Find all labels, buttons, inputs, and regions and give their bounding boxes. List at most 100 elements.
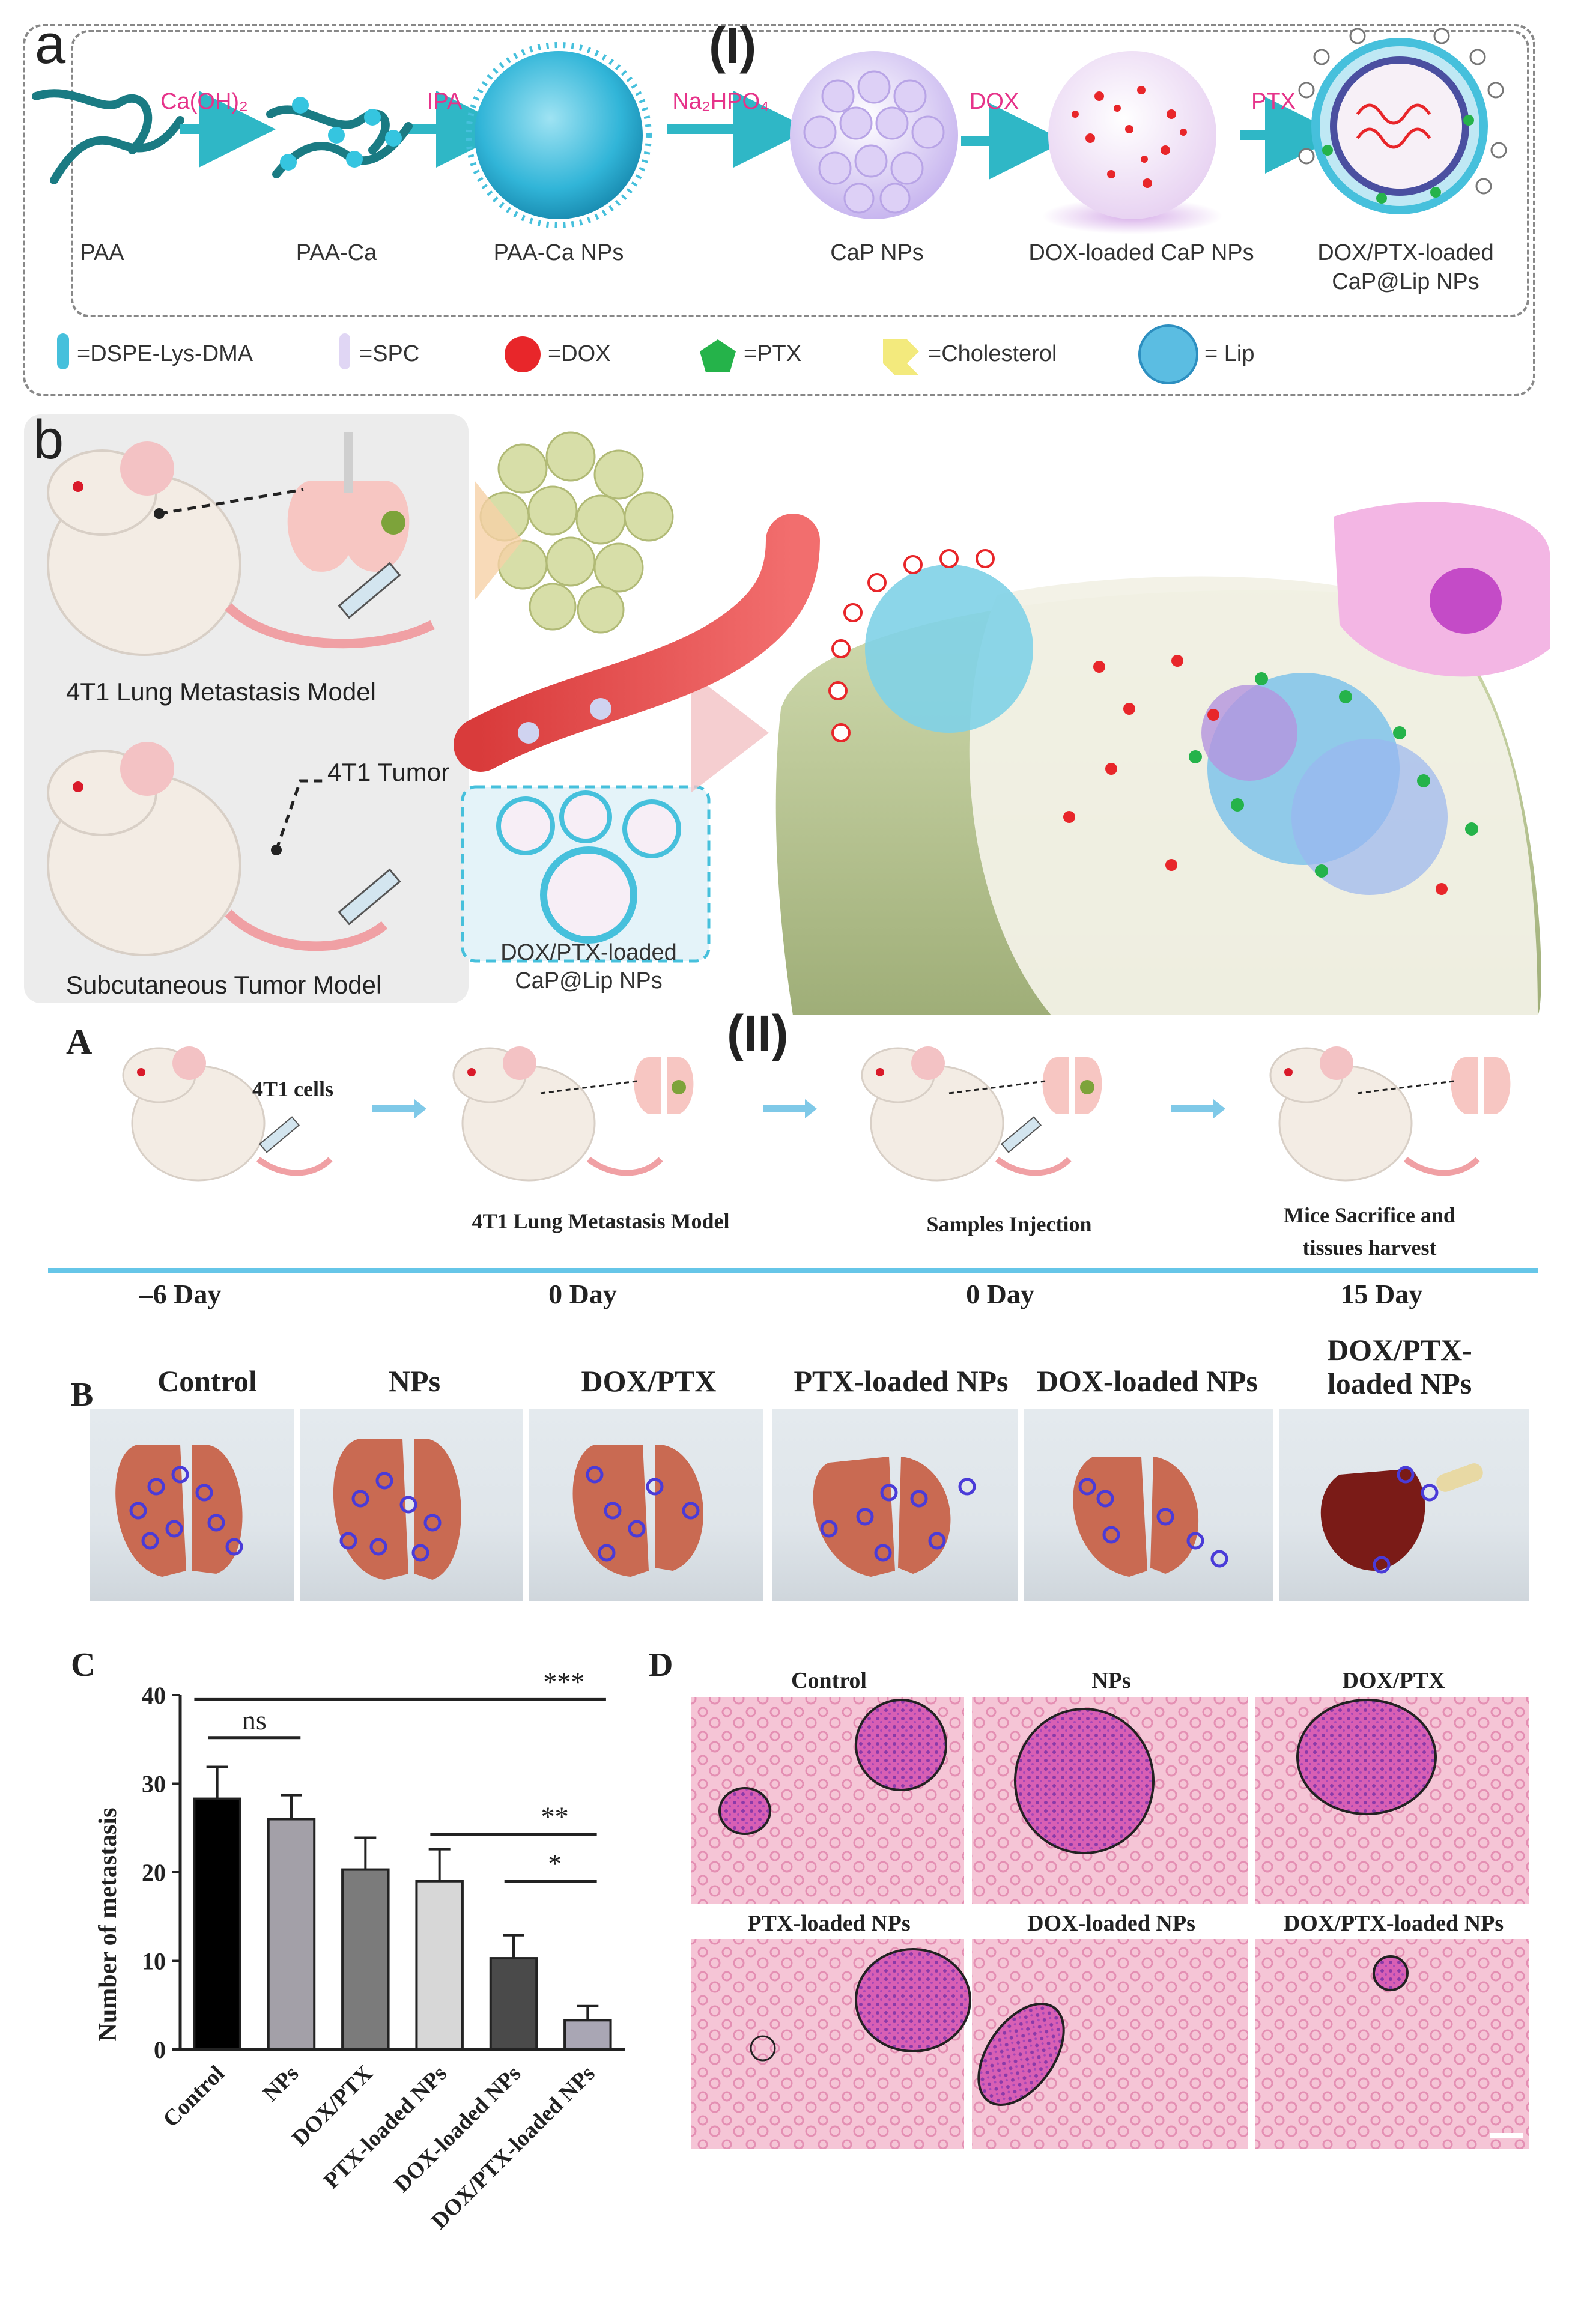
panel-a-inner-frame <box>71 30 1529 317</box>
legend-dox: =DOX <box>548 341 611 366</box>
label-step-harvest: tissues harvest <box>1302 1236 1437 1260</box>
np-cluster-icon <box>479 431 674 634</box>
lung-photos-overlay <box>115 1439 1483 1580</box>
mouse-icon <box>452 1046 663 1182</box>
dox-cap-nps-sphere <box>1042 51 1222 234</box>
section-i-marker: (I) <box>709 17 757 74</box>
day-label-1: –6 Day <box>139 1279 222 1309</box>
group-title-dox-ptx: DOX/PTX <box>581 1364 717 1398</box>
significance-label: ** <box>541 1801 569 1832</box>
y-tick-label: 30 <box>142 1771 166 1798</box>
bar <box>341 1868 390 2051</box>
label-lung-model: 4T1 Lung Metastasis Model <box>66 678 376 706</box>
panel-C-letter: C <box>71 1646 96 1684</box>
label-4t1-tumor: 4T1 Tumor <box>327 758 450 786</box>
panel-a-illustration <box>32 28 1507 384</box>
blood-vessel <box>454 514 820 772</box>
day-label-3: 0 Day <box>966 1279 1034 1309</box>
lung-photo-dox-nps <box>1024 1409 1273 1601</box>
syringe-icon <box>338 562 401 619</box>
histo-title-dox-nps: DOX-loaded NPs <box>1027 1911 1195 1936</box>
lipo-np-icon <box>1298 28 1507 214</box>
group-title-control: Control <box>157 1364 257 1398</box>
label-np-dox-ptx: DOX/PTX-loaded <box>500 940 677 965</box>
paa-polymer-icon <box>32 89 184 184</box>
label-subq-model: Subcutaneous Tumor Model <box>66 971 382 999</box>
paa-ca-icon <box>266 97 413 178</box>
mouse-icon <box>47 441 435 656</box>
lung-icon <box>1451 1057 1511 1114</box>
significance-label: *** <box>543 1666 584 1697</box>
group-title-ptx-nps: PTX-loaded NPs <box>794 1364 1009 1398</box>
bar <box>193 1797 241 2051</box>
group-title-combo-1: DOX/PTX- <box>1327 1333 1472 1367</box>
bar <box>415 1880 464 2051</box>
y-tick-label: 20 <box>142 1859 166 1886</box>
label-4t1-cells: 4T1 cells <box>252 1077 333 1101</box>
syringe-icon <box>258 1116 300 1153</box>
arrow-label-ptx: PTX <box>1251 89 1296 114</box>
group-title-dox-nps: DOX-loaded NPs <box>1036 1364 1258 1398</box>
nucleus-illustration <box>1334 502 1550 677</box>
label-cap-lip-nps: CaP@Lip NPs <box>1332 269 1479 294</box>
label-cap-nps: CaP NPs <box>830 240 924 265</box>
histo-title-dox-ptx: DOX/PTX <box>1342 1668 1445 1693</box>
label-paa-ca: PAA-Ca <box>296 240 377 265</box>
histo-title-control: Control <box>791 1668 867 1693</box>
mouse-icon <box>861 1046 1072 1182</box>
lung-icon <box>634 1057 694 1114</box>
paa-ca-nps-sphere <box>466 42 652 228</box>
histo-title-nps: NPs <box>1091 1668 1131 1693</box>
legend-dspe: =DSPE-Lys-DMA <box>77 341 253 366</box>
bar <box>267 1818 316 2051</box>
legend-cholesterol: =Cholesterol <box>928 341 1057 366</box>
section-ii-marker: (II) <box>727 1005 789 1061</box>
group-title-nps: NPs <box>388 1364 441 1398</box>
arrow-label-ipa: IPA <box>426 89 463 114</box>
np-entering-cell <box>865 565 1033 733</box>
cap-nps-sphere <box>790 51 958 219</box>
lipo-np-icon <box>496 790 681 944</box>
label-dox-cap-nps: DOX-loaded CaP NPs <box>1028 240 1254 265</box>
panel-B-letter: B <box>71 1376 94 1413</box>
panel-a-frame <box>23 24 1535 396</box>
lung-icon <box>287 432 410 572</box>
bar <box>489 1957 538 2051</box>
arrow-label-na2hpo4: Na₂HPO₄ <box>672 89 769 114</box>
label-np-cap-lip: CaP@Lip NPs <box>515 968 663 994</box>
histo-title-ptx-nps: PTX-loaded NPs <box>747 1911 911 1936</box>
legend-spc: =SPC <box>359 341 420 366</box>
label-step-injection: Samples Injection <box>926 1212 1092 1236</box>
mouse-icon <box>122 1046 333 1182</box>
lung-photo-ptx-nps <box>772 1409 1018 1601</box>
panel-b-letter: b <box>33 409 64 470</box>
legend-icons <box>57 324 1198 384</box>
label-paa-ca-nps: PAA-Ca NPs <box>493 240 624 265</box>
significance-label: ns <box>242 1705 267 1735</box>
arrow-label-dox: DOX <box>969 89 1019 114</box>
panel-b-illustration <box>47 431 1550 1015</box>
label-dox-ptx-loaded: DOX/PTX-loaded <box>1317 240 1494 265</box>
syringe-icon <box>338 868 401 926</box>
legend-ptx: =PTX <box>744 341 802 366</box>
group-title-combo-2: loaded NPs <box>1327 1367 1472 1400</box>
lung-icon <box>1042 1057 1102 1114</box>
panel-A-timeline <box>48 1046 1538 1273</box>
arrow-label-caoh2: Ca(OH)₂ <box>160 89 248 114</box>
label-step-lung-model: 4T1 Lung Metastasis Model <box>472 1209 730 1233</box>
label-step-sacrifice: Mice Sacrifice and <box>1284 1203 1455 1227</box>
legend-lip: = Lip <box>1204 341 1255 366</box>
panel-D-letter: D <box>649 1646 673 1684</box>
panel-a-letter: a <box>35 14 66 75</box>
panel-A-letter: A <box>66 1022 93 1061</box>
y-tick-label: 0 <box>154 2036 166 2063</box>
label-paa: PAA <box>80 240 124 265</box>
significance-label: * <box>548 1848 562 1879</box>
day-label-2: 0 Day <box>548 1279 617 1309</box>
histo-title-combo: DOX/PTX-loaded NPs <box>1283 1911 1504 1936</box>
syringe-icon <box>1000 1116 1042 1153</box>
mouse-icon <box>47 742 388 956</box>
y-tick-label: 10 <box>142 1948 166 1975</box>
